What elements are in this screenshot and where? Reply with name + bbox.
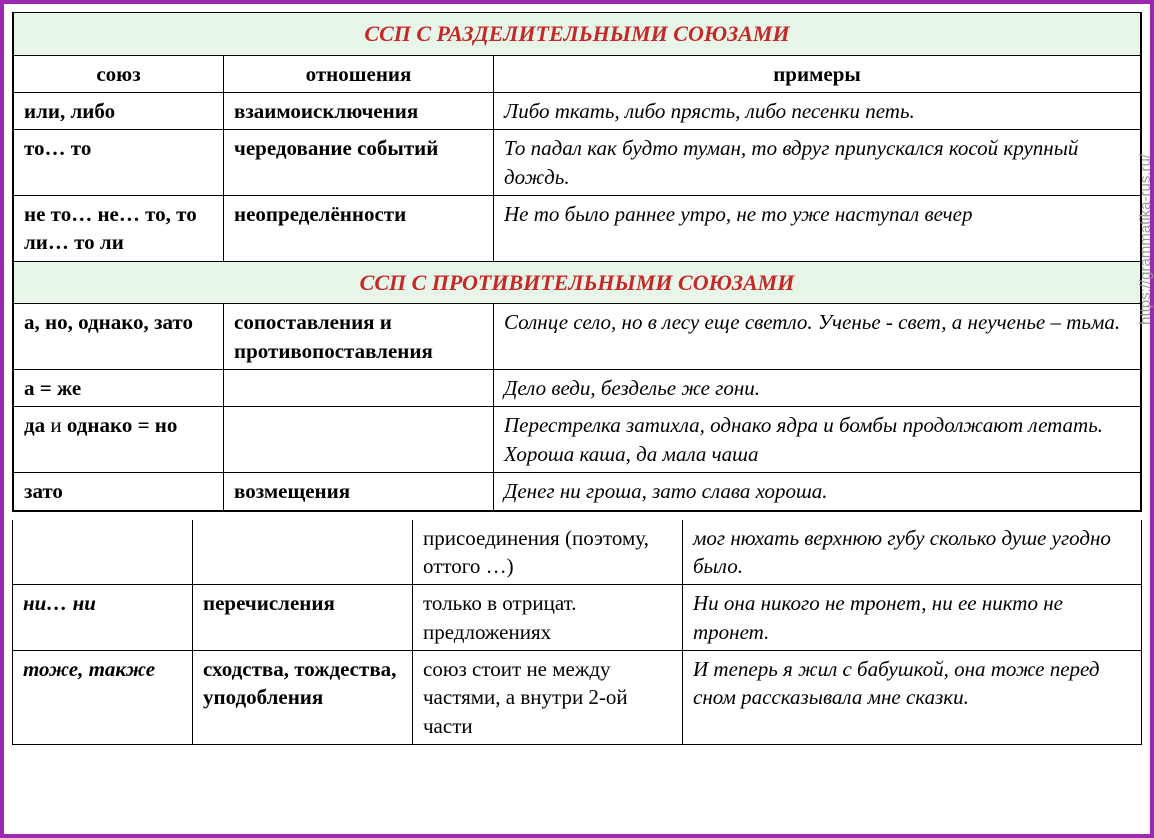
table-row: да и однако = но Перестрелка затихла, од… (14, 407, 1141, 473)
section-2-title: ССП С ПРОТИВИТЕЛЬНЫМИ СОЮЗАМИ (14, 261, 1141, 304)
main-tables: ССП С РАЗДЕЛИТЕЛЬНЫМИ СОЮЗАМИ союз отнош… (12, 12, 1142, 512)
example-cell: То падал как будто туман, то вдруг припу… (494, 130, 1141, 196)
col-header-relation: отношения (224, 55, 494, 92)
table-row: то… то чередование событий То падал как … (14, 130, 1141, 196)
column-header-row: союз отношения примеры (14, 55, 1141, 92)
example-cell: Либо ткать, либо прясть, либо песенки пе… (494, 93, 1141, 130)
union-cell: зато (14, 473, 224, 510)
table-row: или, либо взаимоисключения Либо ткать, л… (14, 93, 1141, 130)
relation-cell: перечисления (193, 585, 413, 651)
example-cell: мог нюхать верхнюю губу сколько душе уго… (683, 520, 1142, 585)
example-cell: Ни она никого не тронет, ни ее никто не … (683, 585, 1142, 651)
table-row: а, но, однако, зато сопоставления и прот… (14, 304, 1141, 370)
col-header-union: союз (14, 55, 224, 92)
union-cell: или, либо (14, 93, 224, 130)
grammar-table-bottom: присоединения (поэтому, оттого …) мог ню… (12, 520, 1142, 745)
relation-cell: возмещения (224, 473, 494, 510)
relation-cell: взаимоисключения (224, 93, 494, 130)
union-post: однако = но (62, 413, 178, 437)
condition-cell: присоединения (поэтому, оттого …) (413, 520, 683, 585)
watermark-url: https://grammatika-rus.ru/ (1137, 154, 1154, 325)
page-frame: ССП С РАЗДЕЛИТЕЛЬНЫМИ СОЮЗАМИ союз отнош… (0, 0, 1154, 838)
relation-cell: чередование событий (224, 130, 494, 196)
example-cell: И теперь я жил с бабушкой, она тоже пере… (683, 650, 1142, 744)
condition-cell: только в отрицат. предложениях (413, 585, 683, 651)
union-and: и (50, 413, 61, 437)
union-cell: да и однако = но (14, 407, 224, 473)
example-cell: Дело веди, безделье же гони. (494, 370, 1141, 407)
example-cell: Солнце село, но в лесу еще светло. Учень… (494, 304, 1141, 370)
relation-cell (224, 407, 494, 473)
table-row: а = же Дело веди, безделье же гони. (14, 370, 1141, 407)
example-cell: Перестрелка затихла, однако ядра и бомбы… (494, 407, 1141, 473)
union-cell: не то… не… то, то ли… то ли (14, 196, 224, 262)
relation-cell: неопределённости (224, 196, 494, 262)
table-row: ни… ни перечисления только в отрицат. пр… (13, 585, 1142, 651)
example-cell: Не то было раннее утро, не то уже наступ… (494, 196, 1141, 262)
bottom-table-wrap: присоединения (поэтому, оттого …) мог ню… (12, 520, 1142, 745)
union-cell (13, 520, 193, 585)
union-pre: да (24, 413, 50, 437)
relation-cell: сходства, тождества, уподобления (193, 650, 413, 744)
table-row: зато возмещения Денег ни гроша, зато сла… (14, 473, 1141, 510)
table-row: тоже, также сходства, тождества, уподобл… (13, 650, 1142, 744)
union-cell: то… то (14, 130, 224, 196)
table-row: присоединения (поэтому, оттого …) мог ню… (13, 520, 1142, 585)
relation-cell (193, 520, 413, 585)
grammar-table-top: ССП С РАЗДЕЛИТЕЛЬНЫМИ СОЮЗАМИ союз отнош… (13, 12, 1141, 511)
condition-cell: союз стоит не между частями, а внутри 2-… (413, 650, 683, 744)
section-header-row: ССП С РАЗДЕЛИТЕЛЬНЫМИ СОЮЗАМИ (14, 13, 1141, 56)
section-header-row: ССП С ПРОТИВИТЕЛЬНЫМИ СОЮЗАМИ (14, 261, 1141, 304)
table-row: не то… не… то, то ли… то ли неопределённ… (14, 196, 1141, 262)
union-cell: тоже, также (13, 650, 193, 744)
relation-cell: сопоставления и противопоставления (224, 304, 494, 370)
example-cell: Денег ни гроша, зато слава хороша. (494, 473, 1141, 510)
union-cell: а, но, однако, зато (14, 304, 224, 370)
relation-cell (224, 370, 494, 407)
union-cell: а = же (14, 370, 224, 407)
col-header-example: примеры (494, 55, 1141, 92)
union-cell: ни… ни (13, 585, 193, 651)
section-1-title: ССП С РАЗДЕЛИТЕЛЬНЫМИ СОЮЗАМИ (14, 13, 1141, 56)
